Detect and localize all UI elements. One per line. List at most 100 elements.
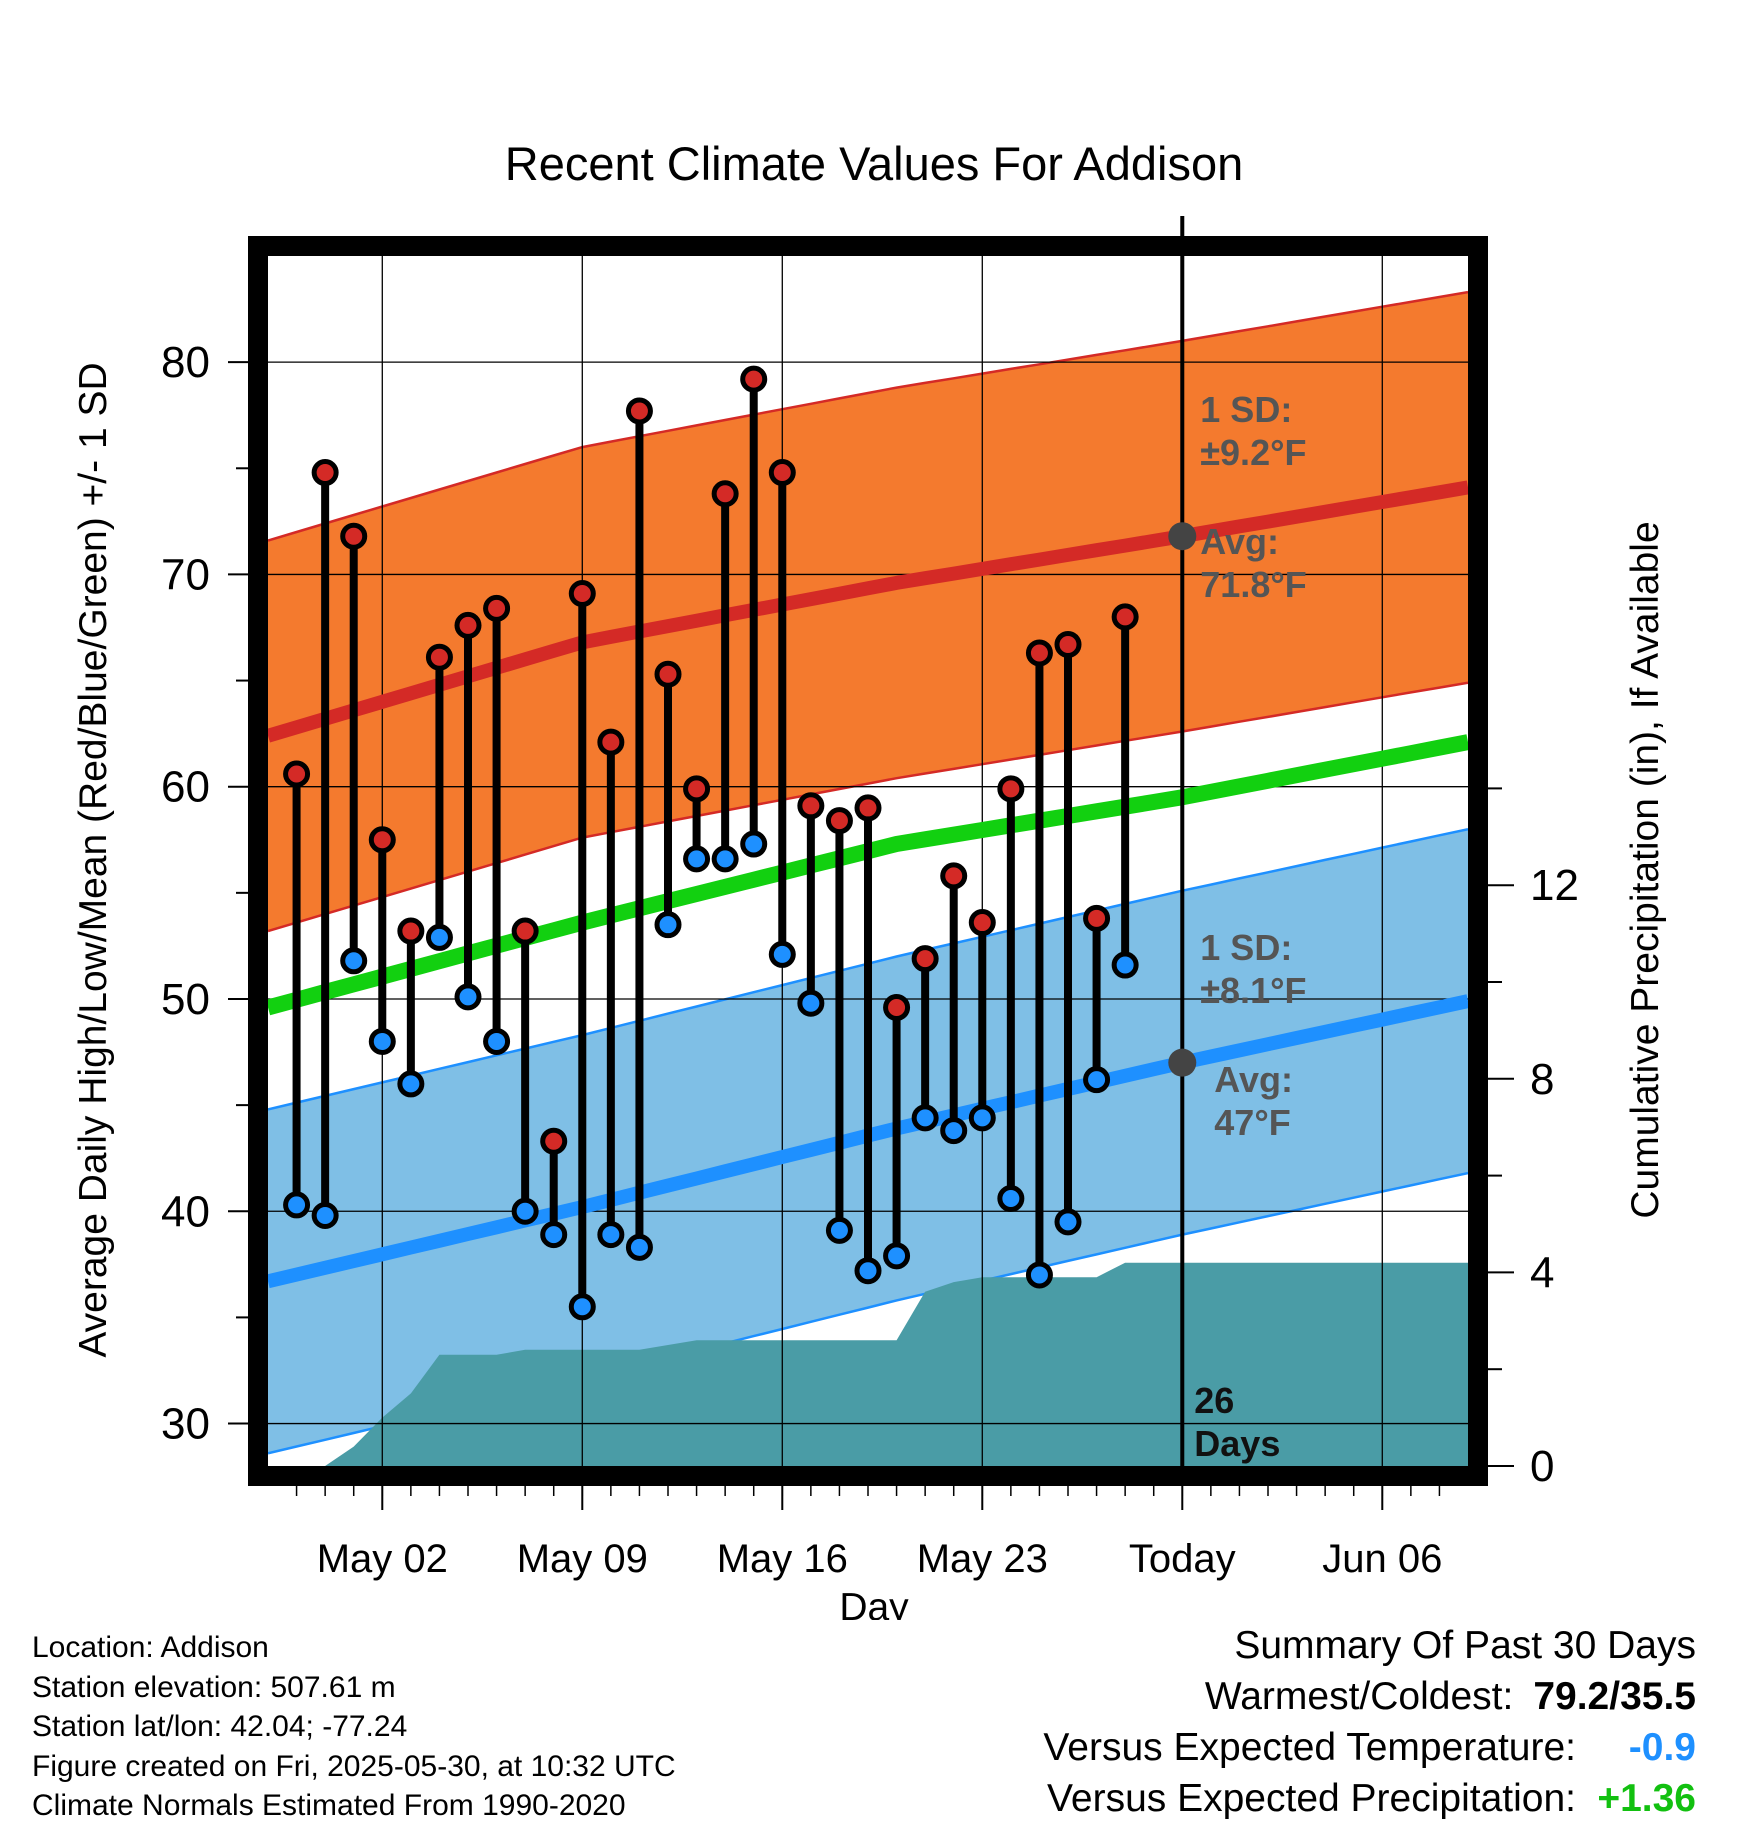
daily-low-point	[425, 923, 453, 951]
daily-low-point	[311, 1202, 339, 1230]
daily-high-point	[740, 365, 768, 393]
daily-low-point	[368, 1027, 396, 1055]
daily-high-point	[940, 862, 968, 890]
daily-high-point	[311, 459, 339, 487]
daily-high-point	[1111, 603, 1139, 631]
plot-frame	[248, 236, 1488, 1486]
daily-high-point	[568, 580, 596, 608]
daily-low-point	[768, 940, 796, 968]
x-tick-label: May 09	[517, 1537, 648, 1581]
high-avg-value: 71.8°F	[1200, 564, 1306, 605]
elevation-text: Station elevation: 507.61 m	[32, 1670, 396, 1704]
created-text: Figure created on Fri, 2025-05-30, at 10…	[32, 1749, 676, 1783]
daily-high-point	[511, 917, 539, 945]
precip-anomaly-label: Versus Expected Precipitation:	[1047, 1777, 1576, 1820]
daily-high-point	[425, 643, 453, 671]
low-sd-label: 1 SD:	[1200, 927, 1292, 968]
daily-high-point	[1054, 630, 1082, 658]
low-avg-label: Avg:	[1214, 1059, 1293, 1100]
y-tick-label-right: 4	[1530, 1248, 1554, 1297]
today-low-normal-marker	[1168, 1048, 1197, 1077]
y-tick-label-left: 50	[161, 975, 210, 1024]
daily-high-point	[883, 993, 911, 1021]
latlon-text: Station lat/lon: 42.04; -77.24	[32, 1710, 408, 1743]
station-info: Location: Addison Station elevation: 507…	[32, 1628, 676, 1826]
precip-area	[296, 1262, 1468, 1466]
x-tick-label: Today	[1129, 1537, 1236, 1581]
location-text: Location: Addison	[32, 1631, 269, 1664]
daily-low-point	[283, 1191, 311, 1219]
high-avg-label: Avg:	[1200, 521, 1279, 562]
daily-low-point	[968, 1104, 996, 1132]
precip-anomaly-value: +1.36	[1597, 1777, 1696, 1820]
daily-high-point	[1025, 639, 1053, 667]
daily-high-point	[454, 611, 482, 639]
x-tick-label: May 16	[717, 1537, 848, 1581]
daily-low-point	[740, 830, 768, 858]
daily-high-point	[654, 660, 682, 688]
summary-panel: Summary Of Past 30 Days Warmest/Coldest:…	[1043, 1620, 1696, 1824]
y-tick-label-right: 12	[1530, 861, 1579, 910]
x-tick-label: May 23	[917, 1537, 1048, 1581]
warmest-label: Warmest/Coldest:	[1204, 1675, 1514, 1718]
x-axis-label: Day	[839, 1586, 909, 1620]
daily-low-point	[397, 1070, 425, 1098]
daily-high-point	[625, 397, 653, 425]
daily-high-point	[683, 775, 711, 803]
daily-low-point	[911, 1104, 939, 1132]
daily-low-point	[340, 947, 368, 975]
y-tick-label-left: 60	[161, 763, 210, 812]
y-tick-label-left: 30	[161, 1400, 210, 1449]
daily-high-point	[854, 794, 882, 822]
daily-low-point	[825, 1216, 853, 1244]
y-tick-label-left: 80	[161, 338, 210, 387]
daily-low-point	[1054, 1208, 1082, 1236]
daily-low-point	[568, 1293, 596, 1321]
y-axis-label-left: Average Daily High/Low/Mean (Red/Blue/Gr…	[72, 362, 115, 1357]
summary-temp-row: Versus Expected Temperature: -0.9	[1043, 1722, 1696, 1773]
daily-low-point	[997, 1185, 1025, 1213]
daily-low-point	[854, 1257, 882, 1285]
low-avg-value: 47°F	[1214, 1102, 1290, 1143]
daily-low-point	[483, 1027, 511, 1055]
summary-title: Summary Of Past 30 Days	[1234, 1624, 1696, 1667]
x-tick-label: Jun 06	[1322, 1537, 1442, 1581]
daily-low-point	[1025, 1261, 1053, 1289]
y-tick-label-right: 0	[1530, 1442, 1554, 1491]
today-high-normal-marker	[1168, 522, 1197, 551]
daily-high-point	[540, 1127, 568, 1155]
daily-high-point	[1083, 904, 1111, 932]
daily-low-point	[597, 1221, 625, 1249]
daily-low-point	[1111, 951, 1139, 979]
plot-content	[268, 256, 1468, 1466]
chart-title: Recent Climate Values For Addison	[505, 137, 1243, 190]
y-axis-label-right: Cumulative Precipitation (in), If Availa…	[1624, 521, 1667, 1218]
daily-high-point	[968, 909, 996, 937]
high-sd-label: 1 SD:	[1200, 389, 1292, 430]
summary-precip-row: Versus Expected Precipitation: +1.36	[1043, 1773, 1696, 1824]
y-tick-label-left: 40	[161, 1187, 210, 1236]
daily-low-point	[711, 845, 739, 873]
daily-high-point	[483, 594, 511, 622]
summary-warmest-row: Warmest/Coldest: 79.2/35.5	[1043, 1671, 1696, 1722]
daily-low-point	[940, 1117, 968, 1145]
x-tick-label: May 02	[317, 1537, 448, 1581]
daily-low-point	[883, 1242, 911, 1270]
daily-low-point	[683, 845, 711, 873]
daily-low-point	[625, 1233, 653, 1261]
daily-high-point	[597, 728, 625, 756]
high-band-upper-edge	[268, 290, 1468, 542]
daily-high-point	[283, 760, 311, 788]
daily-low-point	[511, 1197, 539, 1225]
days-count: 26	[1194, 1380, 1234, 1421]
daily-high-point	[397, 917, 425, 945]
low-sd-value: ±8.1°F	[1200, 970, 1306, 1011]
climate-chart: Recent Climate Values For Addison 1 SD:±…	[72, 137, 1667, 1620]
daily-high-point	[997, 775, 1025, 803]
daily-high-point	[825, 807, 853, 835]
temp-anomaly-label: Versus Expected Temperature:	[1043, 1726, 1576, 1769]
daily-low-point	[1083, 1066, 1111, 1094]
daily-high-point	[711, 480, 739, 508]
daily-high-point	[911, 945, 939, 973]
